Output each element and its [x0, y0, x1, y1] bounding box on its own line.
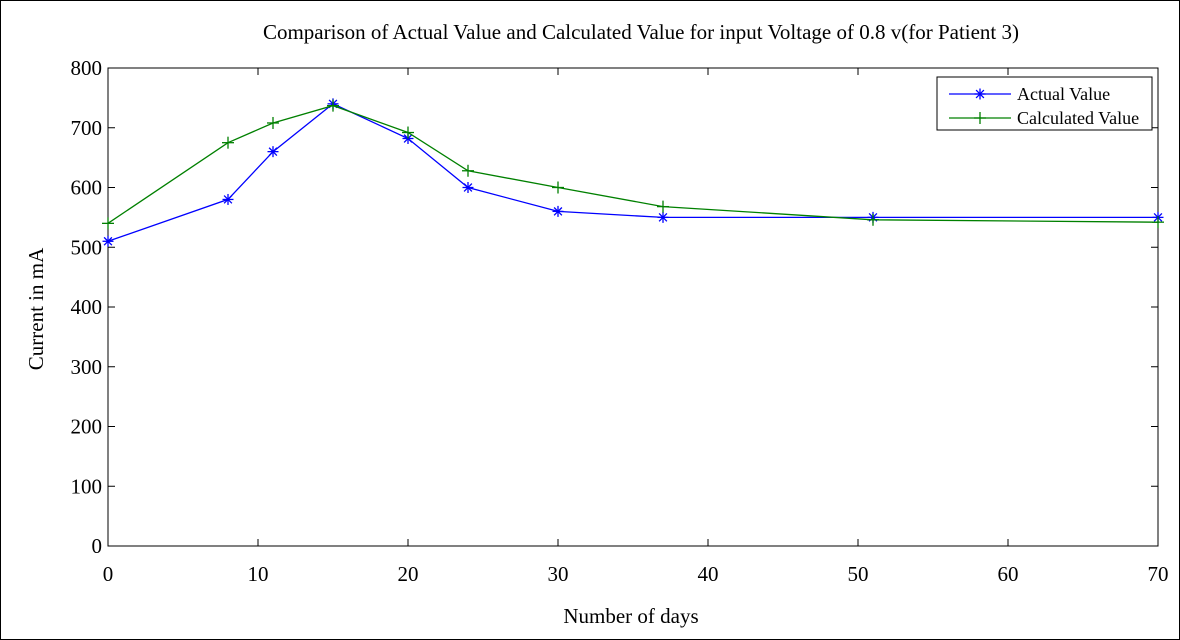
series-layer — [102, 98, 1164, 247]
data-point — [222, 136, 234, 149]
y-tick-label: 500 — [71, 235, 103, 259]
data-point — [462, 182, 474, 193]
series-line — [107, 103, 1158, 242]
data-point — [222, 193, 234, 205]
x-tick-label: 60 — [998, 562, 1019, 586]
legend-marker — [974, 88, 986, 100]
series-2 — [102, 99, 1164, 230]
x-tick-label: 30 — [548, 562, 569, 586]
y-tick-label: 300 — [71, 355, 103, 379]
legend: Actual Value Calculated Value — [936, 76, 1153, 131]
legend-box — [936, 76, 1153, 131]
series-line — [107, 104, 1159, 224]
data-point — [462, 164, 474, 177]
x-tick-label: 10 — [248, 562, 269, 586]
y-tick-label: 100 — [71, 474, 103, 498]
plot-border — [107, 67, 1159, 547]
data-point — [267, 146, 279, 158]
x-tick-label: 70 — [1148, 562, 1169, 586]
data-point — [657, 200, 669, 213]
plot-area — [107, 67, 1159, 547]
x-tick-label: 50 — [848, 562, 869, 586]
legend-marker — [974, 112, 986, 124]
legend-label: Calculated Value — [1017, 108, 1139, 128]
data-point — [102, 235, 114, 247]
y-tick-label: 700 — [71, 116, 103, 140]
legend-label: Actual Value — [1017, 84, 1110, 104]
data-point — [867, 213, 879, 226]
y-tick-label: 800 — [71, 56, 103, 80]
y-tick-label: 600 — [71, 176, 103, 200]
data-point — [402, 126, 414, 139]
x-axis-label: Number of days — [563, 604, 698, 628]
y-tick-label: 0 — [92, 534, 103, 558]
data-point — [1152, 216, 1164, 229]
chart-title: Comparison of Actual Value and Calculate… — [263, 20, 1019, 44]
data-point — [657, 211, 669, 223]
x-tick-label: 40 — [698, 562, 719, 586]
y-tick-label: 400 — [71, 295, 103, 319]
data-point — [267, 116, 279, 129]
data-point — [327, 99, 339, 112]
x-tick-label: 20 — [398, 562, 419, 586]
data-point — [552, 205, 564, 217]
y-tick-label: 200 — [71, 415, 103, 439]
y-axis-label: Current in mA — [24, 247, 48, 370]
data-point — [552, 181, 564, 194]
data-point — [102, 217, 114, 230]
x-tick-label: 0 — [103, 562, 114, 586]
